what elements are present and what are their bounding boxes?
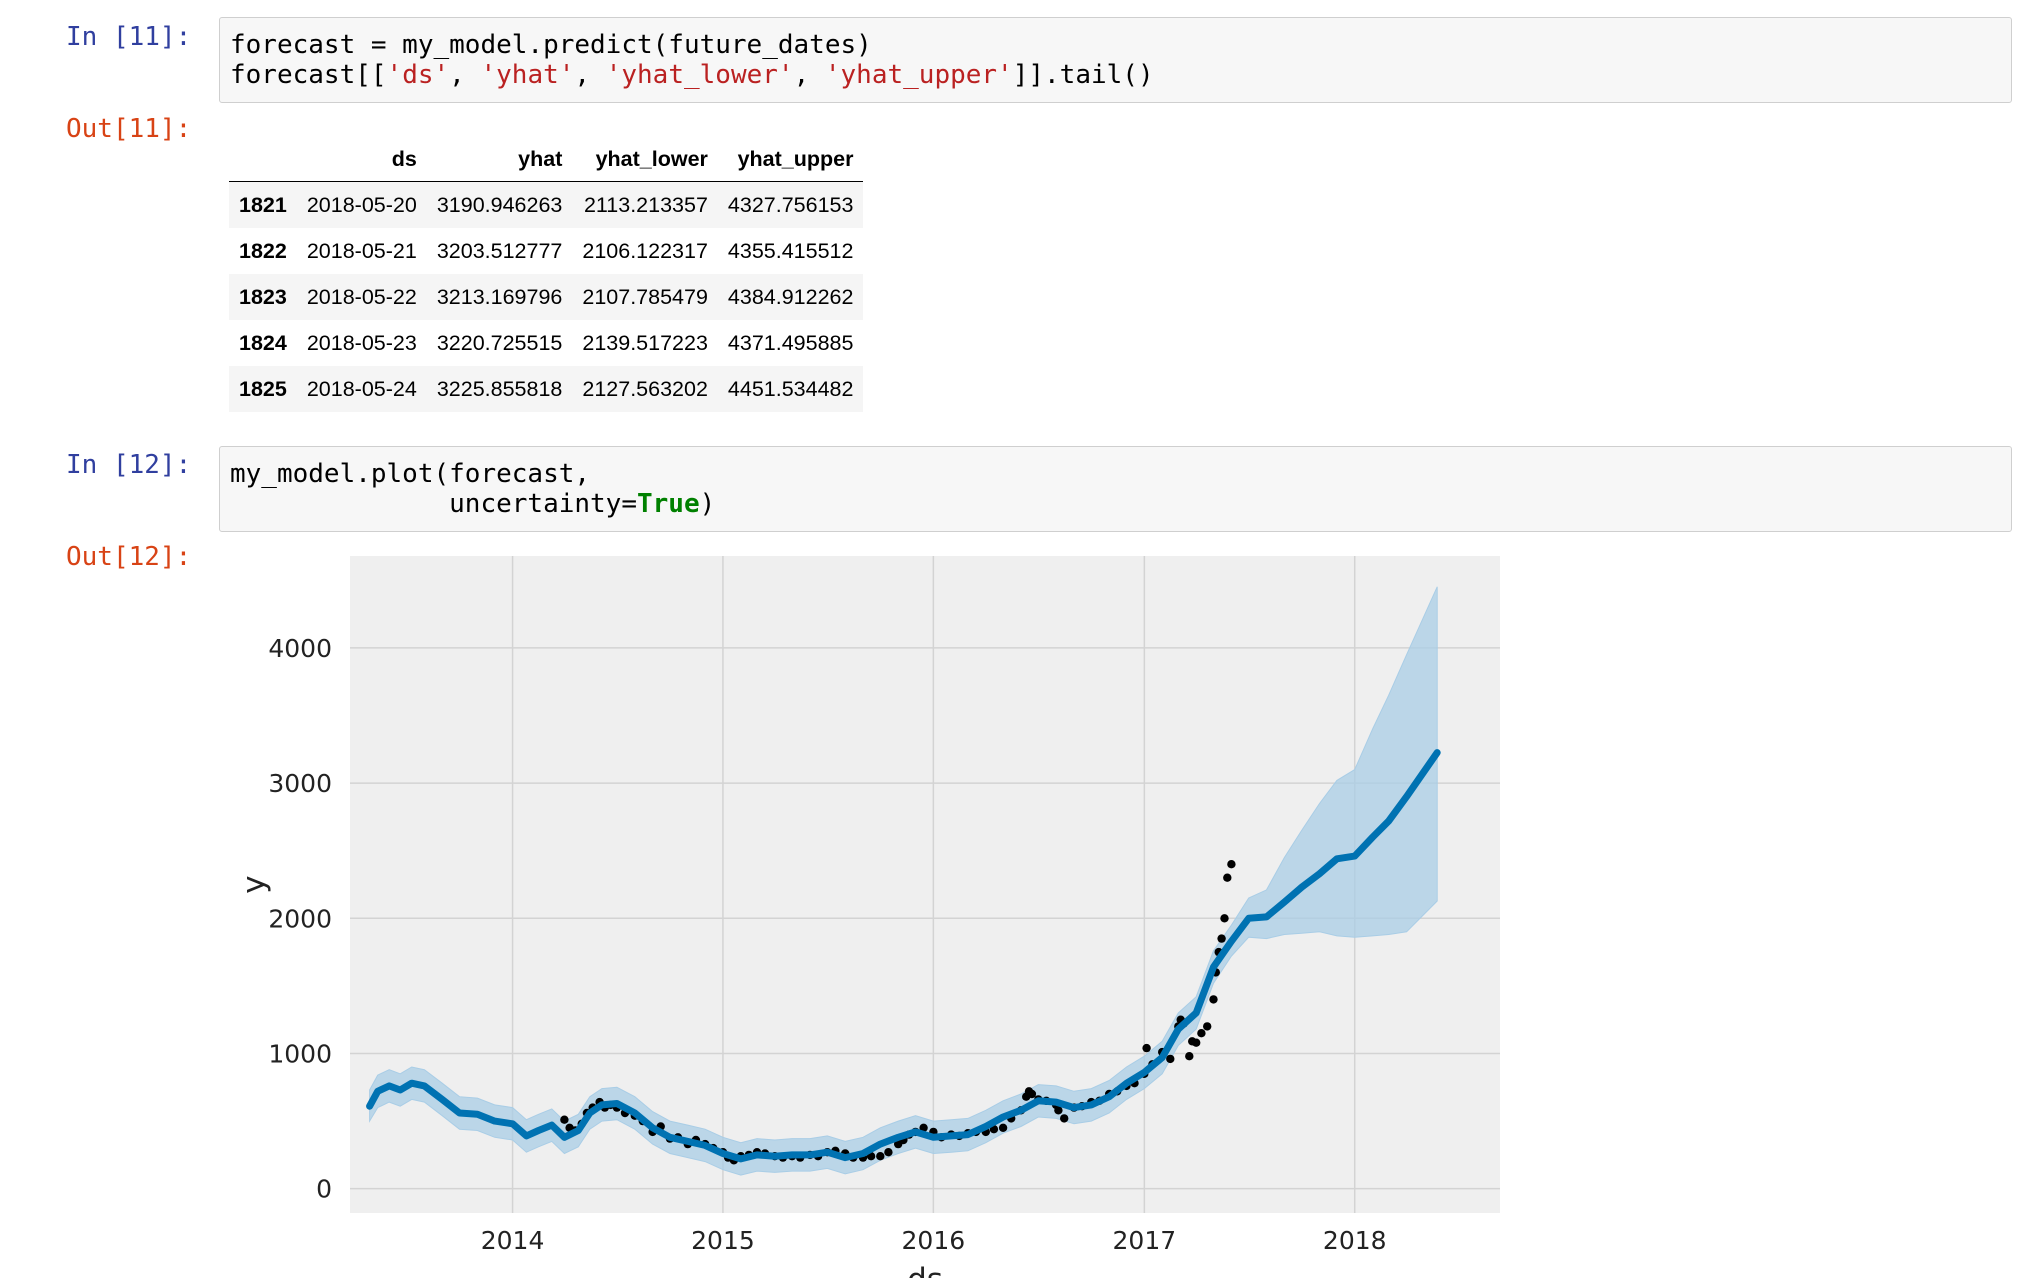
table-cell: 3190.946263 [436, 192, 563, 217]
observed-point [1227, 860, 1236, 869]
table-cell: 2018-05-21 [306, 238, 417, 263]
table-cell: 3203.512777 [436, 238, 563, 263]
observed-point [1060, 1114, 1069, 1123]
forecast-plot: 0 1000 2000 3000 4000 2014 2015 2016 2017 2018 ds y [236, 556, 1500, 1278]
x-tick-label: 2014 [481, 1226, 545, 1255]
table-cell: 2018-05-22 [306, 284, 417, 309]
table-cell: 3225.855818 [436, 376, 563, 401]
table-row: 1823 2018-05-22 3213.169796 2107.785479 4384… [229, 274, 864, 320]
observed-point [1197, 1029, 1206, 1038]
table-row: 1825 2018-05-24 3225.855818 2127.563202 4451… [229, 366, 864, 412]
table-cell: 4371.495885 [727, 330, 854, 355]
code-line: forecast[['ds', 'yhat', 'yhat_lower', 'y… [230, 60, 2001, 90]
table-cell: 4384.912262 [727, 284, 854, 309]
code-line: my_model.plot(forecast, [230, 459, 2001, 489]
observed-point [1192, 1038, 1201, 1047]
observed-point [1217, 934, 1226, 943]
table-cell: 2139.517223 [582, 330, 708, 355]
forecast-dataframe: ds yhat yhat_lower yhat_upper 1821 2018-05-2… [229, 137, 864, 412]
observed-point [1220, 914, 1229, 923]
y-tick-label: 1000 [268, 1039, 332, 1068]
table-row: 1824 2018-05-23 3220.725515 2139.517223 4371… [229, 320, 863, 366]
code-line: forecast = my_model.predict(future_dates… [230, 30, 2001, 60]
code-token: my_model.plot(forecast, [230, 459, 591, 489]
column-header: yhat_lower [572, 137, 718, 182]
table-cell: 2018-05-23 [306, 330, 417, 355]
table-cell: 2127.563202 [582, 376, 708, 401]
code-token: , [574, 60, 606, 90]
code-string-token: 'yhat' [480, 60, 575, 90]
observed-point [560, 1115, 569, 1124]
observed-point [998, 1123, 1008, 1132]
table-cell: 2113.213357 [583, 192, 708, 217]
cell-12-out-prompt: Out[12]: [66, 542, 192, 572]
code-token: uncertainty= [230, 489, 637, 519]
row-index: 1821 [239, 192, 287, 217]
x-axis-label: ds [907, 1262, 943, 1278]
cell-12-code-input[interactable]: my_model.plot(forecast, uncertainty=True… [219, 446, 2012, 532]
table-cell: 2018-05-20 [306, 192, 417, 217]
y-tick-label: 4000 [268, 634, 332, 663]
observed-point [1185, 1052, 1194, 1061]
table-cell: 2018-05-24 [306, 376, 417, 401]
code-line: uncertainty=True) [230, 489, 2001, 519]
x-tick-label: 2015 [691, 1226, 755, 1255]
observed-point [1166, 1054, 1175, 1064]
row-index: 1825 [239, 376, 287, 401]
y-tick-label: 3000 [268, 769, 332, 798]
x-tick-label: 2018 [1323, 1226, 1387, 1255]
index-header [229, 137, 297, 182]
code-token: ) [699, 489, 716, 519]
observed-point [884, 1148, 893, 1157]
table-cell: 3220.725515 [436, 330, 563, 355]
table-cell: 2106.122317 [582, 238, 708, 263]
table-cell: 3213.169796 [436, 284, 563, 309]
code-token: , [793, 60, 825, 90]
table-cell: 4327.756153 [727, 192, 854, 217]
uncertainty-band [369, 586, 1438, 1176]
code-token: forecast[[ [230, 60, 387, 90]
code-keyword-token: True [637, 489, 700, 519]
table-header-row: ds yhat yhat_lower yhat_upper [229, 137, 864, 182]
observed-point [1142, 1043, 1151, 1053]
observed-point [1054, 1106, 1063, 1115]
row-index: 1823 [239, 284, 287, 309]
observed-point [919, 1123, 928, 1132]
code-string-token: 'yhat_upper' [824, 60, 1013, 90]
column-header: yhat [426, 137, 573, 182]
row-index: 1824 [239, 330, 287, 355]
y-tick-label: 0 [316, 1175, 332, 1204]
table-row: 1822 2018-05-21 3203.512777 2106.122317 4355… [229, 228, 863, 274]
y-tick-label: 2000 [268, 904, 332, 933]
cell-11-out-prompt: Out[11]: [66, 114, 192, 144]
code-string-token: 'yhat_lower' [605, 60, 794, 90]
column-header: ds [296, 137, 427, 182]
cell-11-code-input[interactable]: forecast = my_model.predict(future_dates… [219, 17, 2012, 103]
code-token: ]].tail() [1012, 60, 1154, 90]
code-token: forecast = my_model.predict(future_dates… [230, 30, 872, 60]
row-index: 1822 [239, 238, 287, 263]
x-tick-label: 2016 [902, 1226, 966, 1255]
code-string-token: 'ds' [386, 60, 450, 90]
y-axis-label: y [236, 875, 272, 893]
observed-point [876, 1152, 885, 1161]
table-cell: 4355.415512 [727, 238, 854, 263]
observed-point [1027, 1089, 1037, 1099]
table-row: 1821 2018-05-20 3190.946263 2113.213357 4327… [229, 181, 864, 228]
observed-point [1209, 995, 1218, 1004]
code-token: , [449, 60, 481, 90]
table-cell: 4451.534482 [727, 376, 854, 401]
cell-12-in-prompt: In [12]: [66, 450, 192, 480]
observed-point [1223, 873, 1232, 882]
table-cell: 2107.785479 [582, 284, 708, 309]
cell-11-in-prompt: In [11]: [66, 22, 192, 52]
column-header: yhat_upper [717, 137, 864, 182]
forecast-line [366, 749, 1441, 1163]
x-tick-label: 2017 [1113, 1226, 1177, 1255]
observed-point [1203, 1022, 1212, 1031]
